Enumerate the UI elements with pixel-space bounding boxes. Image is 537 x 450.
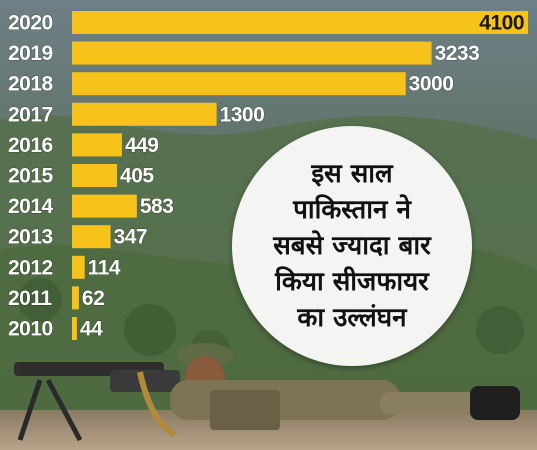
year-label-2011: 2011: [8, 287, 52, 310]
year-label-2014: 2014: [8, 195, 54, 218]
value-label-2014: 583: [140, 195, 174, 218]
year-label-2019: 2019: [8, 42, 53, 65]
bar-2015: [72, 164, 118, 187]
bar-2011: [72, 286, 79, 310]
year-label-2020: 2020: [8, 12, 53, 35]
year-label-2017: 2017: [8, 103, 53, 126]
value-label-2011: 62: [82, 287, 104, 310]
bars-layer: 2020 4100 2019 3233 2018 3000 2017 1300 2016 449 2…: [8, 11, 528, 341]
callout-line-2: पाकिस्तान ने: [293, 195, 411, 225]
headline-callout: इस साल पाकिस्तान ने सबसे ज्यादा बार किया…: [232, 126, 472, 366]
value-label-2018: 3000: [409, 73, 454, 96]
year-label-2016: 2016: [8, 134, 53, 157]
value-label-2020: 4100: [479, 12, 524, 35]
year-label-2015: 2015: [8, 165, 54, 188]
value-label-2016: 449: [125, 134, 159, 157]
value-label-2019: 3233: [435, 42, 480, 65]
year-label-2010: 2010: [8, 318, 53, 341]
value-label-2013: 347: [114, 226, 148, 249]
soldier-photo: [14, 343, 520, 442]
bar-2013: [72, 225, 111, 249]
callout-line-3: सबसे ज्यादा बार: [273, 231, 431, 261]
value-label-2015: 405: [120, 165, 154, 188]
callout-line-4: किया सीजफायर: [275, 267, 429, 297]
bar-2019: [72, 41, 432, 65]
value-label-2017: 1300: [220, 103, 265, 126]
bar-2014: [72, 194, 137, 218]
value-label-2010: 44: [80, 318, 103, 341]
callout-line-1: इस साल: [311, 159, 393, 189]
year-label-2012: 2012: [8, 256, 53, 279]
value-label-2012: 114: [88, 256, 121, 279]
year-label-2018: 2018: [8, 73, 54, 96]
bar-2016: [72, 133, 122, 157]
bar-2010: [72, 317, 77, 340]
callout-line-5: का उल्लंघन: [297, 303, 407, 333]
bar-2017: [72, 102, 217, 126]
bar-2020: [72, 11, 528, 34]
bar-2018: [72, 72, 406, 96]
year-label-2013: 2013: [8, 226, 53, 249]
bar-2012: [72, 255, 85, 279]
